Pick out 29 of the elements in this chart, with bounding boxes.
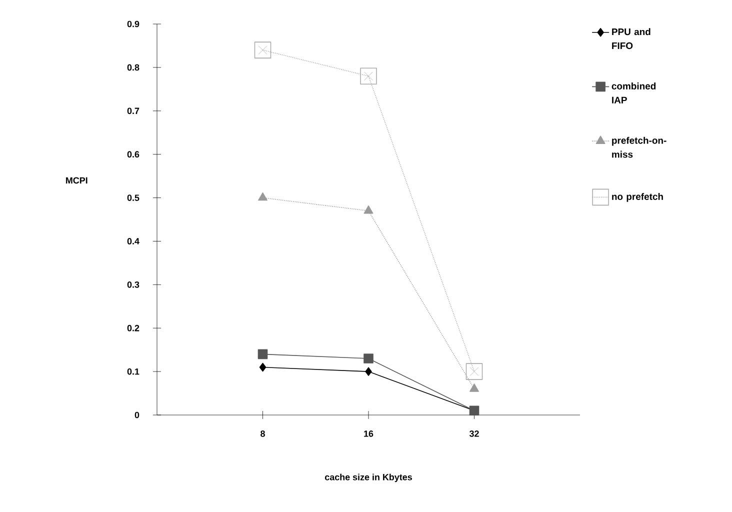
y-tick-label: 0.8: [127, 64, 140, 71]
point: [470, 384, 479, 392]
point: [258, 349, 268, 360]
y-tick-label: 0: [134, 412, 140, 418]
y-tick-label: 0.4: [127, 238, 140, 244]
y-tick-label: 0.2: [127, 324, 140, 332]
point: [360, 68, 377, 85]
y-tick-label: 0.6: [127, 151, 140, 158]
y-tick-label: 0.9: [127, 20, 140, 28]
point: [259, 362, 266, 372]
point: [466, 363, 483, 380]
point: [365, 367, 372, 376]
legend-label: prefetch-on-miss: [612, 136, 666, 158]
point: [364, 354, 374, 364]
x-tick-label: 16: [364, 430, 374, 437]
y-tick-label: 0.5: [127, 194, 140, 201]
legend-label: combined IAP: [612, 82, 656, 104]
legend-label: no prefetch: [612, 193, 663, 202]
y-tick-label: 0.1: [127, 368, 140, 375]
point: [364, 205, 374, 214]
point: [258, 192, 268, 201]
x-axis-title: cache size in Kbytes: [324, 474, 412, 482]
y-tick-label: 0.7: [127, 108, 140, 114]
legend-label: PPU and FIFO: [612, 28, 650, 50]
x-tick-label: 8: [260, 430, 265, 437]
point: [254, 42, 272, 58]
y-tick-label: 0.3: [127, 281, 140, 288]
y-axis-title: MCPI: [66, 177, 88, 184]
x-tick-label: 32: [469, 430, 479, 437]
